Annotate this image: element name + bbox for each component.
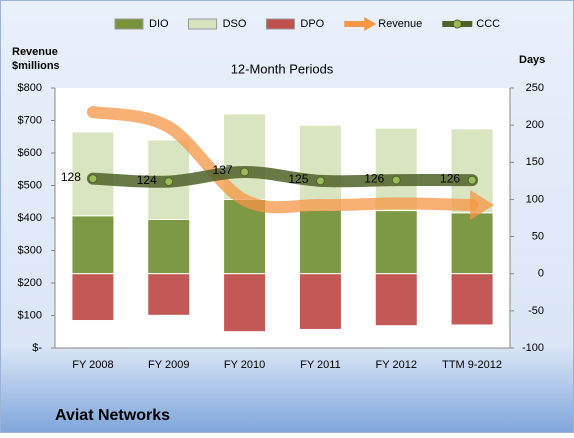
bar-dio [450, 212, 494, 275]
bar-dio [374, 210, 418, 275]
ccc-value-label: 126 [364, 171, 384, 185]
revenue-arrowhead [470, 190, 495, 220]
ccc-value-label: 124 [137, 173, 157, 187]
legend-label: CCC [476, 18, 500, 30]
y-axis-label: Revenue $millions [12, 46, 60, 72]
legend-label: Revenue [378, 18, 422, 30]
bar-dpo [298, 273, 342, 330]
legend-swatch [188, 18, 218, 30]
bar-dio [223, 198, 267, 275]
ccc-marker [240, 167, 250, 177]
bar-dpo [450, 273, 494, 326]
bar-dso [374, 127, 418, 212]
ccc-marker [391, 175, 401, 185]
bar-dio [298, 209, 342, 275]
x-tick-label: FY 2011 [300, 359, 341, 371]
legend-label: DIO [149, 18, 169, 30]
x-tick-label: TTM 9-2012 [442, 359, 502, 371]
bar-dso [298, 124, 342, 211]
ccc-marker [88, 174, 98, 184]
y2-tick-label: 50 [532, 230, 544, 242]
bar-dpo [71, 273, 115, 322]
bar-dpo [147, 273, 191, 316]
bar-dio [71, 215, 115, 275]
ccc-value-label: 128 [61, 170, 81, 184]
y-tick-label: $100 [18, 309, 42, 321]
bar-dio [147, 218, 191, 275]
legend-swatch [114, 18, 144, 30]
plot-area [55, 88, 510, 348]
bar-dpo [223, 273, 267, 333]
y-tick-label: $600 [18, 147, 42, 159]
ccc-line [86, 165, 479, 188]
x-tick-label: FY 2012 [376, 359, 417, 371]
x-tick-label: FY 2009 [148, 359, 189, 371]
legend-label: DPO [300, 18, 324, 30]
ccc-value-label: 137 [213, 163, 233, 177]
y2-tick-label: 100 [526, 193, 544, 205]
revenue-arrow [86, 106, 479, 214]
ccc-marker [164, 177, 174, 187]
y2-tick-label: 200 [526, 119, 544, 131]
footer-title: Aviat Networks [55, 407, 170, 424]
y-tick-label: $200 [18, 277, 42, 289]
y-tick-label: $300 [18, 244, 42, 256]
y-tick-label: $500 [18, 179, 42, 191]
ccc-marker [315, 176, 325, 186]
y-tick-label: $700 [18, 114, 42, 126]
marks [71, 106, 495, 333]
y-tick-label: $400 [18, 212, 42, 224]
y2-tick-label: 150 [526, 156, 544, 168]
y-tick-label: $- [32, 342, 42, 354]
y2-tick-label: 250 [526, 82, 544, 94]
legend-swatch [452, 19, 462, 29]
gridlines [51, 87, 514, 349]
y2-tick-label: 0 [538, 268, 544, 280]
legend-label: DSO [223, 18, 247, 30]
y2-axis-label: Days [519, 54, 545, 66]
y2-tick-label: -100 [522, 342, 544, 354]
x-tick-label: FY 2010 [224, 359, 265, 371]
y2-tick-label: -50 [528, 305, 544, 317]
x-tick-label: FY 2008 [72, 359, 113, 371]
chart-title: 12-Month Periods [231, 61, 334, 76]
y-tick-label: $800 [18, 82, 42, 94]
bar-dpo [374, 273, 418, 327]
ccc-value-label: 125 [288, 172, 308, 186]
ccc-value-label: 126 [440, 171, 460, 185]
ccc-marker [467, 175, 477, 185]
legend-swatch [265, 18, 295, 30]
legend-swatch [364, 17, 377, 31]
